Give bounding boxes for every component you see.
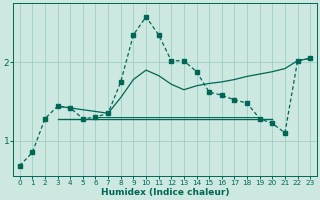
X-axis label: Humidex (Indice chaleur): Humidex (Indice chaleur) (101, 188, 229, 197)
